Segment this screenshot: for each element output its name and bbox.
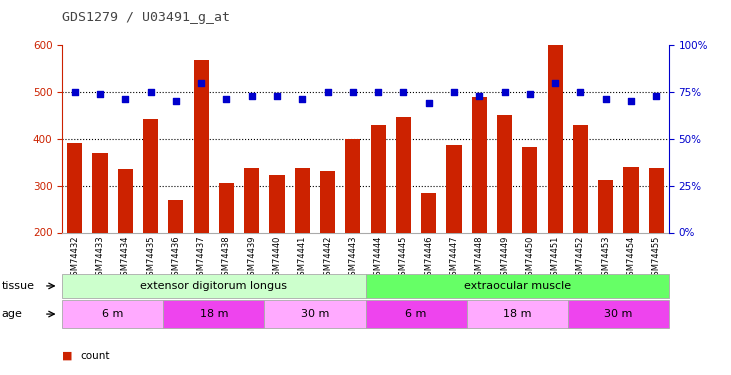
Bar [345,139,360,232]
Bar [395,117,411,232]
Point [145,89,156,95]
Bar [219,183,234,232]
Text: 30 m: 30 m [300,309,329,319]
Bar [67,144,83,232]
Bar [624,167,638,232]
Bar [265,300,366,328]
Point [221,96,232,102]
Point [448,89,460,95]
Bar [143,118,158,232]
Bar [168,200,183,232]
Bar [194,60,209,232]
Bar [366,274,669,298]
Bar [548,45,563,232]
Bar [573,124,588,232]
Point [499,89,510,95]
Bar [244,168,260,232]
Bar [118,169,133,232]
Point [322,89,333,95]
Text: 6 m: 6 m [102,309,124,319]
Point [170,98,182,104]
Point [297,96,308,102]
Point [651,93,662,99]
Point [195,80,207,86]
Bar [371,124,386,232]
Text: 30 m: 30 m [604,309,632,319]
Point [625,98,637,104]
Text: GDS1279 / U03491_g_at: GDS1279 / U03491_g_at [62,11,230,24]
Bar [366,300,466,328]
Bar [471,97,487,232]
Point [600,96,612,102]
Bar [598,180,613,232]
Point [94,91,106,97]
Bar [421,193,436,232]
Text: extensor digitorum longus: extensor digitorum longus [140,281,287,291]
Bar [62,300,163,328]
Point [524,91,536,97]
Bar [522,147,537,232]
Point [549,80,561,86]
Point [423,100,434,106]
Bar [270,175,284,232]
Point [575,89,586,95]
Bar [447,145,461,232]
Point [119,96,131,102]
Bar [568,300,669,328]
Bar [320,171,335,232]
Point [398,89,409,95]
Point [474,93,485,99]
Text: extraocular muscle: extraocular muscle [463,281,571,291]
Text: age: age [1,309,23,319]
Point [372,89,384,95]
Text: count: count [80,351,110,361]
Bar [62,274,366,298]
Bar [295,168,310,232]
Text: ■: ■ [62,351,72,361]
Point [246,93,257,99]
Text: 18 m: 18 m [503,309,531,319]
Point [271,93,283,99]
Bar [497,116,512,232]
Point [69,89,80,95]
Text: 6 m: 6 m [406,309,427,319]
Bar [466,300,568,328]
Text: 18 m: 18 m [200,309,228,319]
Bar [648,168,664,232]
Bar [163,300,265,328]
Text: tissue: tissue [1,281,34,291]
Bar [92,153,107,232]
Point [347,89,359,95]
